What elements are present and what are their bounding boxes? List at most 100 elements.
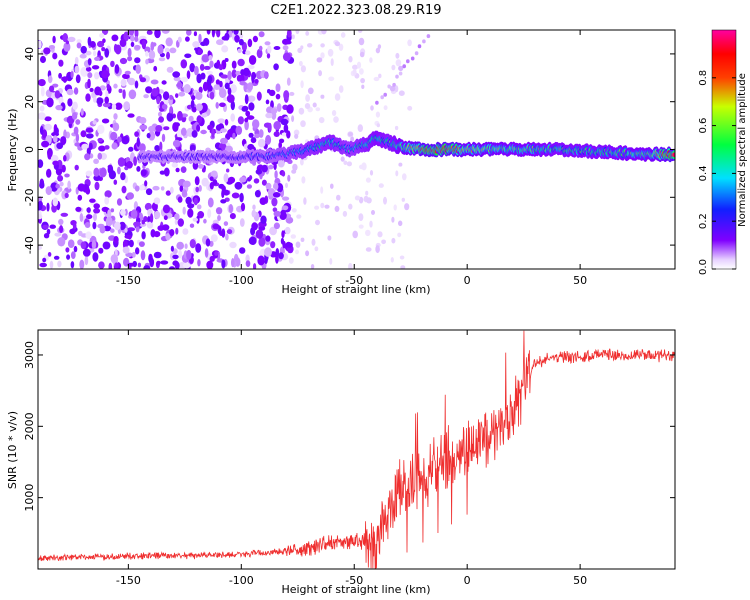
noise-blob [398, 65, 404, 71]
noise-blob [407, 105, 413, 111]
noise-blob [85, 93, 91, 102]
noise-blob [111, 142, 118, 150]
noise-blob [240, 202, 246, 212]
noise-blob [352, 64, 358, 70]
noise-blob [175, 227, 179, 235]
noise-blob [134, 36, 139, 42]
noise-blob [174, 213, 180, 221]
noise-blob [305, 31, 310, 36]
noise-blob [172, 248, 178, 255]
noise-blob [207, 208, 212, 219]
noise-blob [145, 86, 153, 94]
noise-blob [92, 252, 99, 262]
noise-blob [203, 37, 210, 46]
noise-blob [57, 175, 64, 182]
noise-blob [348, 262, 353, 269]
noise-blob [300, 45, 304, 50]
noise-blob [201, 168, 206, 173]
noise-blob [113, 83, 118, 89]
noise-blob [223, 221, 229, 227]
noise-blob [153, 251, 162, 259]
noise-blob [407, 39, 412, 47]
noise-blob [110, 208, 115, 213]
noise-blob [153, 197, 161, 205]
noise-blob [178, 262, 186, 269]
noise-blob [39, 262, 47, 268]
noise-blob [395, 59, 402, 67]
noise-blob [174, 261, 180, 269]
noise-blob [300, 237, 305, 242]
noise-blob [216, 39, 224, 46]
snr-plot-area [38, 330, 675, 569]
noise-blob [231, 60, 237, 69]
noise-blob [74, 56, 79, 65]
noise-blob [342, 210, 348, 217]
noise-blob [177, 196, 183, 203]
noise-blob [340, 156, 345, 162]
noise-blob [327, 48, 334, 57]
noise-blob [145, 58, 149, 65]
snr-y-tick-label: 2000 [23, 412, 36, 440]
noise-blob [70, 251, 76, 259]
noise-blob [402, 173, 407, 181]
noise-blob [398, 162, 403, 167]
noise-blob [348, 203, 353, 210]
noise-blob [104, 190, 112, 198]
noise-blob [52, 35, 56, 44]
noise-blob [80, 241, 87, 250]
noise-blob [94, 56, 100, 62]
noise-blob [194, 176, 200, 186]
noise-blob [380, 95, 385, 100]
noise-blob [39, 125, 44, 135]
noise-blob [66, 254, 71, 260]
noise-blob [265, 235, 271, 242]
noise-blob [254, 133, 260, 139]
noise-blob [144, 180, 148, 187]
page-title: C2E1.2022.323.08.29.R19 [270, 3, 441, 18]
noise-blob [212, 179, 218, 186]
noise-blob [230, 84, 237, 94]
noise-blob [44, 123, 52, 131]
noise-blob [106, 83, 111, 90]
noise-blob [402, 64, 407, 69]
noise-blob [196, 204, 202, 210]
noise-blob [97, 124, 105, 134]
noise-blob [195, 186, 199, 193]
noise-blob [235, 125, 243, 135]
noise-blob [394, 85, 399, 93]
noise-blob [122, 246, 130, 254]
noise-blob [209, 176, 214, 182]
noise-blob [178, 250, 183, 259]
noise-blob [304, 103, 311, 109]
noise-blob [286, 30, 292, 38]
noise-blob [46, 228, 51, 235]
spectrogram-y-ticks: -40 -20 0 20 40 [23, 47, 675, 254]
noise-blob [51, 204, 57, 213]
noise-blob [252, 119, 260, 129]
noise-blob [94, 72, 100, 80]
noise-blob [128, 146, 134, 152]
noise-blob [101, 70, 110, 79]
noise-blob [203, 218, 207, 224]
noise-blob [60, 212, 69, 217]
noise-blob [47, 75, 53, 84]
noise-blob [369, 170, 374, 176]
noise-blob [116, 198, 123, 206]
noise-blob [84, 256, 89, 266]
noise-blob [375, 100, 379, 105]
noise-blob [162, 224, 170, 231]
noise-blob [161, 30, 170, 34]
noise-blob [94, 181, 100, 191]
noise-blob [76, 39, 82, 44]
noise-blob [320, 52, 325, 59]
noise-blob [113, 179, 118, 185]
noise-blob [174, 219, 178, 226]
noise-blob [77, 183, 86, 192]
noise-blob [110, 60, 115, 68]
noise-blob [38, 213, 43, 220]
noise-blob [46, 97, 54, 108]
noise-blob [177, 36, 182, 43]
noise-blob [321, 30, 327, 35]
noise-blob [398, 71, 403, 76]
noise-blob [295, 249, 299, 255]
